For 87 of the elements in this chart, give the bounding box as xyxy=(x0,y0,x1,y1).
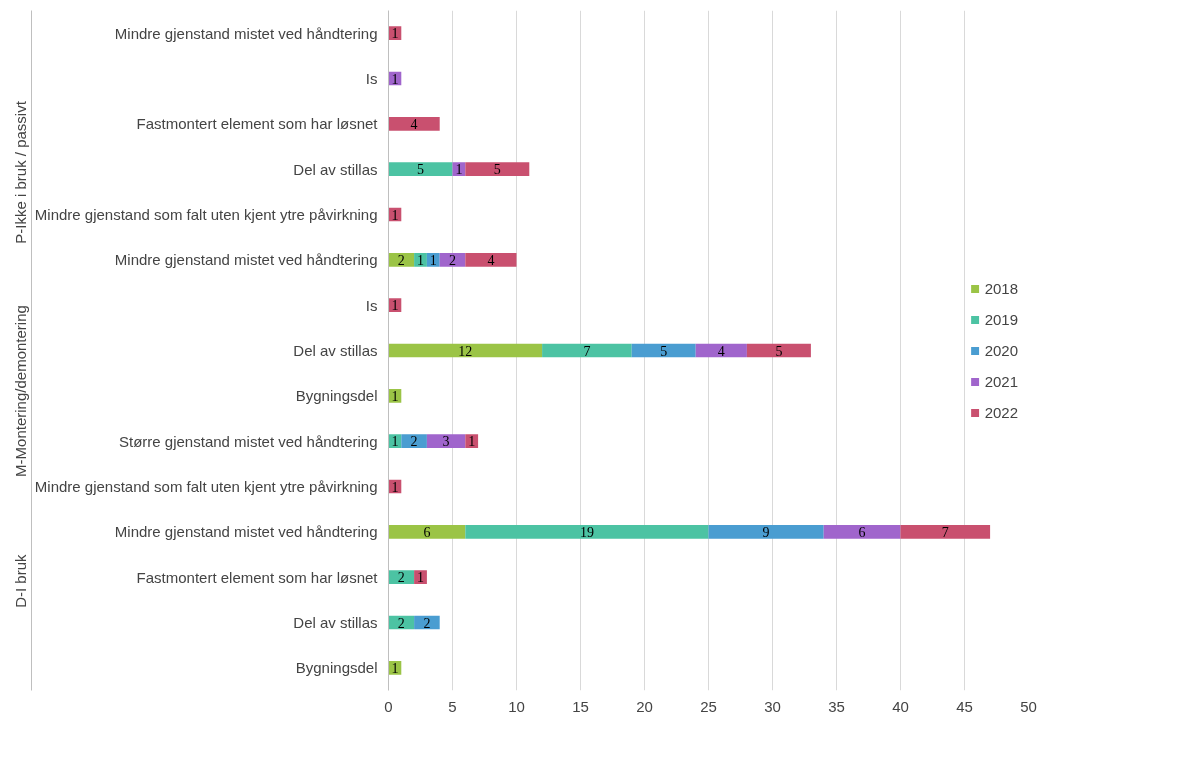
data-label: 6 xyxy=(858,524,866,540)
data-label: 1 xyxy=(391,71,399,87)
x-tick-label: 35 xyxy=(828,697,845,715)
x-tick-label: 50 xyxy=(1020,697,1037,715)
data-label: 3 xyxy=(442,434,450,450)
data-label: 1 xyxy=(391,298,399,314)
data-label: 7 xyxy=(941,524,949,540)
y-tick-label: Mindre gjenstand mistet ved håndtering xyxy=(114,251,378,269)
data-label: 1 xyxy=(455,162,463,178)
bar xyxy=(388,525,466,539)
x-tick-label: 20 xyxy=(636,697,653,715)
text: M-Montering/demontering xyxy=(12,305,29,477)
bar xyxy=(823,525,901,539)
y-tick-label: Bygningsdel xyxy=(295,659,378,677)
data-label: 7 xyxy=(583,343,591,359)
text: D-I bruk xyxy=(12,554,29,608)
data-label: 1 xyxy=(391,207,399,223)
bar xyxy=(900,525,991,539)
data-label: 5 xyxy=(417,162,424,178)
data-label: 1 xyxy=(391,434,399,450)
y-tick-label: Del av stillas xyxy=(293,160,378,178)
bar xyxy=(465,525,709,539)
legend-label: 2018 xyxy=(984,279,1018,297)
y-tick-label: Mindre gjenstand mistet ved håndtering xyxy=(114,523,378,541)
x-tick-label: 45 xyxy=(956,697,973,715)
data-label: 1 xyxy=(429,252,437,268)
data-label: 2 xyxy=(397,252,405,268)
y-tick-label: Mindre gjenstand mistet ved håndtering xyxy=(114,24,378,42)
x-tick-label: 40 xyxy=(892,697,909,715)
y-tick-label: Is xyxy=(365,70,378,87)
data-label: 1 xyxy=(468,434,476,450)
y-tick-label: Del av stillas xyxy=(293,342,378,359)
data-label: 2 xyxy=(449,252,456,268)
data-label: 1 xyxy=(391,388,399,404)
data-label: 5 xyxy=(775,343,783,359)
x-tick-label: 15 xyxy=(572,697,589,715)
bar xyxy=(388,162,453,176)
x-tick-label: 30 xyxy=(764,697,781,715)
bar xyxy=(542,343,632,358)
data-label: 5 xyxy=(660,343,668,359)
bar xyxy=(439,253,466,267)
legend-label: 2020 xyxy=(984,341,1018,359)
bar xyxy=(401,434,427,448)
bar xyxy=(695,343,747,358)
data-label: 9 xyxy=(762,524,770,540)
data-label: 1 xyxy=(417,570,424,586)
bar xyxy=(631,343,696,358)
data-label: 2 xyxy=(410,434,418,450)
bar xyxy=(465,162,530,176)
y-tick-label: Is xyxy=(365,296,378,314)
data-label: 1 xyxy=(417,252,424,268)
legend-label: 2022 xyxy=(984,403,1018,421)
data-label: 19 xyxy=(579,524,594,540)
data-label: 2 xyxy=(397,615,405,631)
bar xyxy=(746,343,811,358)
data-label: 1 xyxy=(391,479,399,495)
y-tick-label: Mindre gjenstand som falt uten kjent ytre påvirkning xyxy=(34,478,378,495)
data-label: 12 xyxy=(458,343,473,359)
legend-label: 2021 xyxy=(984,372,1018,390)
bar xyxy=(708,525,824,539)
bar xyxy=(388,570,415,584)
data-label: 1 xyxy=(391,660,399,676)
text: P-Ikke i bruk / passivt xyxy=(12,100,29,244)
x-tick-label: 10 xyxy=(508,697,525,715)
y-tick-label: Større gjenstand mistet ved håndtering xyxy=(119,432,378,450)
x-tick-label: 0 xyxy=(384,697,393,715)
bar xyxy=(388,117,440,131)
y-tick-label: Mindre gjenstand som falt uten kjent ytre påvirkning xyxy=(34,206,378,223)
data-label: 1 xyxy=(391,26,399,42)
x-tick-label: 25 xyxy=(700,697,717,715)
bar xyxy=(426,434,466,448)
y-tick-label: Fastmontert element som har løsnet xyxy=(136,568,379,586)
y-tick-label: Bygningsdel xyxy=(295,387,378,405)
data-label: 5 xyxy=(493,162,501,178)
y-tick-label: Fastmontert element som har løsnet xyxy=(136,115,379,133)
data-label: 4 xyxy=(717,343,725,359)
data-label: 4 xyxy=(487,252,495,268)
data-label: 4 xyxy=(410,116,418,132)
y-tick-label: Del av stillas xyxy=(293,614,378,631)
bar xyxy=(388,253,415,267)
bar xyxy=(388,343,543,358)
bar xyxy=(465,253,517,267)
data-label: 2 xyxy=(397,570,405,586)
x-tick-label: 5 xyxy=(448,697,457,715)
legend-label: 2019 xyxy=(984,310,1018,328)
data-label: 6 xyxy=(423,524,431,540)
data-label: 2 xyxy=(423,615,431,631)
